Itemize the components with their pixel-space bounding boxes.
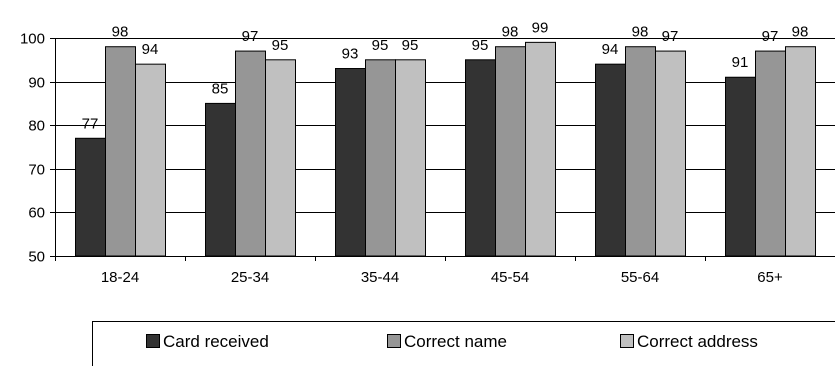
legend-swatch-card-received (146, 334, 160, 348)
data-label-card-received-35-44: 93 (342, 46, 359, 63)
data-label-correct-address-65: 98 (792, 24, 809, 41)
data-label-correct-name-65: 97 (762, 28, 779, 45)
x-tick-label-35-44: 35-44 (361, 269, 399, 286)
y-tick-label: 60 (28, 205, 45, 222)
bar-correct-name-55-64 (625, 46, 656, 257)
bar-correct-name-25-34 (235, 50, 266, 257)
bar-correct-address-18-24 (135, 63, 166, 257)
data-label-correct-address-35-44: 95 (402, 37, 419, 54)
data-label-correct-name-18-24: 98 (112, 24, 129, 41)
x-tick-label-25-34: 25-34 (231, 269, 269, 286)
data-label-card-received-65: 91 (732, 54, 749, 71)
legend-swatch-correct-name (387, 334, 401, 348)
data-labels: 77 98 94 85 97 95 93 95 95 95 98 99 94 98 97 91 97 98 (82, 19, 809, 132)
y-tick-label: 80 (28, 118, 45, 135)
data-label-correct-address-25-34: 95 (272, 37, 289, 54)
y-tick-label: 70 (28, 162, 45, 179)
x-tick-label-18-24: 18-24 (101, 269, 139, 286)
bar-correct-address-55-64 (655, 50, 686, 257)
legend: Card received Correct name Correct address (92, 321, 835, 366)
bar-correct-name-45-54 (495, 46, 526, 257)
bars (75, 41, 816, 257)
bar-card-received-18-24 (75, 137, 106, 257)
data-label-correct-name-55-64: 98 (632, 24, 649, 41)
bar-correct-name-65 (755, 50, 786, 257)
data-label-card-received-55-64: 94 (602, 41, 619, 58)
x-tick-label-55-64: 55-64 (621, 269, 659, 286)
data-label-correct-name-25-34: 97 (242, 28, 259, 45)
data-label-correct-name-45-54: 98 (502, 24, 519, 41)
bar-card-received-45-54 (465, 59, 496, 257)
y-tick-label: 100 (20, 31, 45, 48)
tick-labels: 50 60 70 80 90 100 18-24 25-34 35-44 45-54 55-64 65… (20, 31, 783, 287)
data-label-correct-address-45-54: 99 (532, 19, 549, 36)
bar-correct-address-25-34 (265, 59, 296, 257)
legend-label-card-received: Card received (163, 332, 269, 351)
legend-label-correct-name: Correct name (404, 332, 507, 351)
x-tick-label-45-54: 45-54 (491, 269, 529, 286)
x-tick-label-65: 65+ (757, 269, 783, 286)
bar-card-received-25-34 (205, 102, 236, 257)
bar-correct-name-35-44 (365, 59, 396, 257)
bar-card-received-55-64 (595, 63, 626, 257)
y-tick-label: 50 (28, 249, 45, 266)
bar-correct-address-65 (785, 46, 816, 257)
gridlines (55, 38, 835, 257)
legend-box (92, 321, 835, 366)
data-label-correct-name-35-44: 95 (372, 37, 389, 54)
data-label-card-received-18-24: 77 (82, 115, 99, 132)
data-label-card-received-45-54: 95 (472, 37, 489, 54)
bar-correct-address-35-44 (395, 59, 426, 257)
axes (50, 38, 835, 261)
bar-correct-address-45-54 (525, 41, 556, 257)
y-tick-label: 90 (28, 75, 45, 92)
bar-correct-name-18-24 (105, 46, 136, 257)
bar-card-received-65 (725, 76, 756, 257)
data-label-correct-address-55-64: 97 (662, 28, 679, 45)
legend-label-correct-address: Correct address (637, 332, 758, 351)
data-label-correct-address-18-24: 94 (142, 41, 159, 58)
legend-swatch-correct-address (620, 334, 634, 348)
bar-card-received-35-44 (335, 68, 366, 257)
data-label-card-received-25-34: 85 (212, 80, 229, 97)
